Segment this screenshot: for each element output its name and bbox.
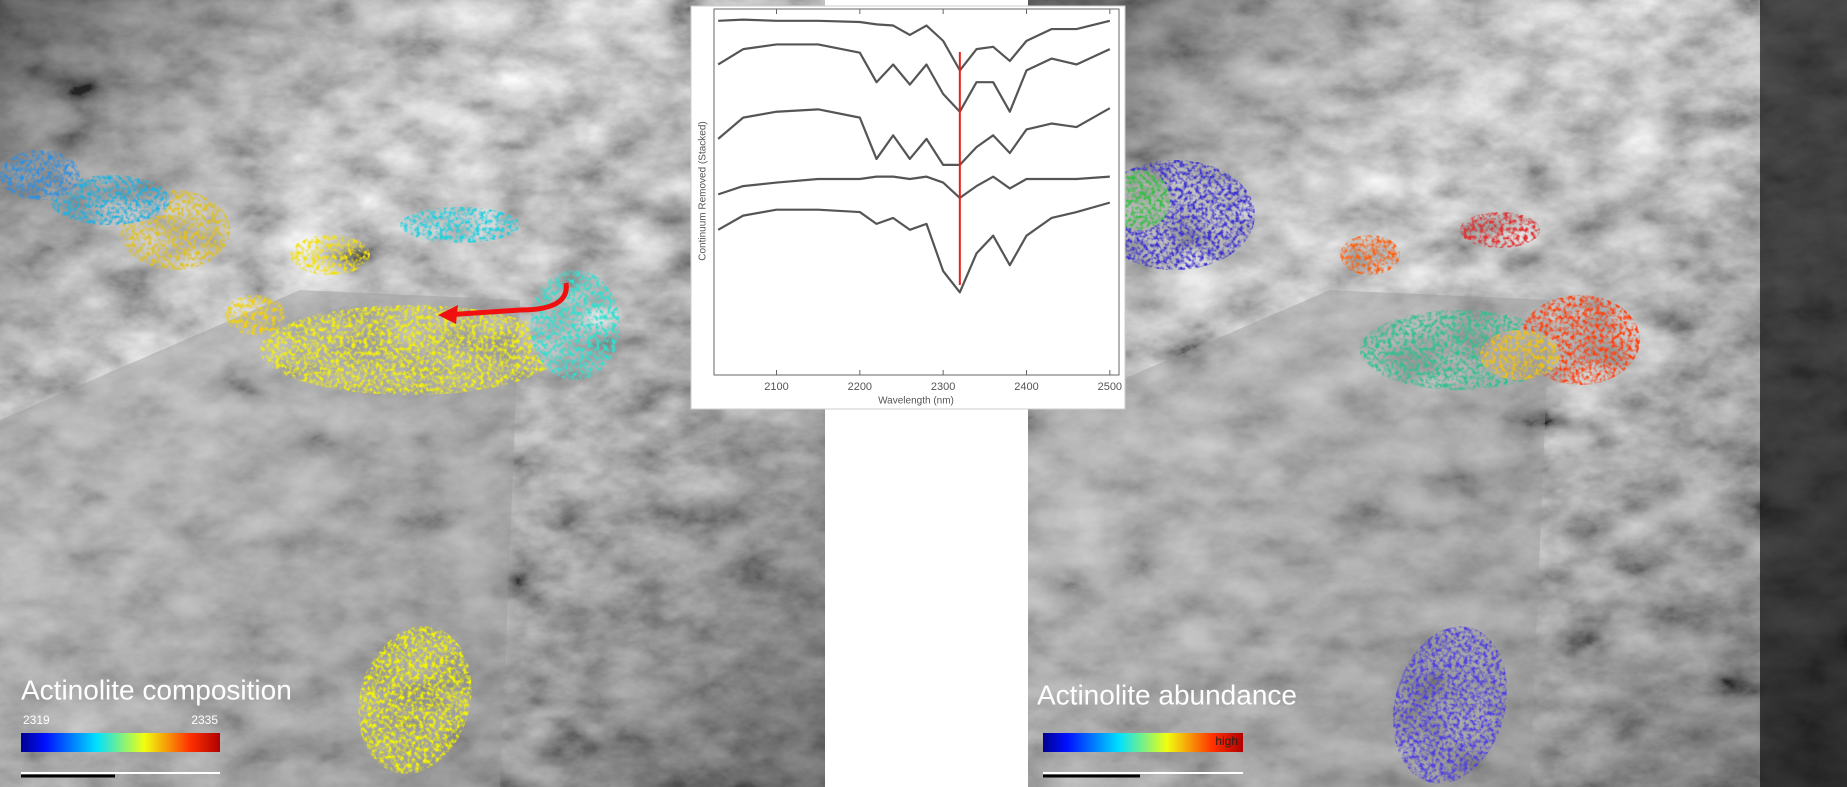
abundance-map: Actinolite abundance high — [1028, 0, 1847, 787]
x-tick-label: 2100 — [764, 381, 788, 393]
x-tick-label: 2200 — [848, 381, 872, 393]
colorbar-max: 2335 — [191, 713, 218, 727]
colorbar-max: high — [1215, 734, 1238, 748]
inset-background — [691, 6, 1125, 409]
x-axis-label: Wavelength (nm) — [878, 396, 954, 407]
panel-label: Actinolite abundance — [1037, 679, 1297, 710]
colorbar-min: 2319 — [23, 713, 50, 727]
spectra-inset: Continuum Removed (Stacked) Wavelength (… — [691, 6, 1125, 409]
colorbar — [21, 733, 220, 752]
figure: Actinolite composition 2319 2335 Actinol… — [0, 0, 1847, 787]
x-tick-label: 2300 — [931, 381, 955, 393]
x-tick-label: 2400 — [1014, 381, 1038, 393]
y-axis-label: Continuum Removed (Stacked) — [698, 121, 709, 261]
colorbar — [1043, 733, 1243, 752]
x-tick-label: 2500 — [1098, 381, 1122, 393]
panel-label: Actinolite composition — [21, 674, 292, 705]
page: Actinolite composition 2319 2335 Actinol… — [0, 0, 1847, 787]
